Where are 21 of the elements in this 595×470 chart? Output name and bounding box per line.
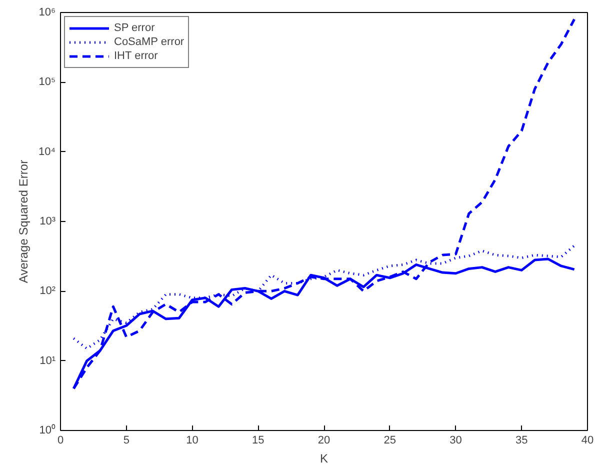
y-tick-label: 10⁵ — [38, 76, 56, 88]
y-tick-label: 10³ — [40, 216, 56, 228]
x-tick-label: 20 — [318, 434, 330, 446]
x-tick-label: 0 — [57, 434, 64, 446]
y-tick-label: 10⁴ — [38, 146, 56, 158]
y-axis-title: Average Squared Error — [16, 160, 31, 284]
x-tick-label: 25 — [384, 434, 396, 446]
y-tick-label: 10¹ — [40, 354, 56, 367]
legend-label: IHT error — [114, 49, 158, 63]
x-axis-title: K — [320, 452, 328, 466]
x-tick-label: 5 — [123, 434, 130, 446]
y-tick-label: 10² — [40, 285, 56, 298]
x-tick-label: 35 — [516, 434, 528, 446]
x-tick-label: 10 — [186, 434, 198, 446]
x-tick-label: 30 — [450, 434, 462, 446]
x-tick-label: 40 — [581, 434, 594, 446]
y-tick-label: 10⁰ — [39, 424, 56, 436]
legend-label: SP error — [114, 21, 155, 35]
x-tick-label: 15 — [252, 434, 264, 446]
y-tick-label: 10⁶ — [38, 6, 56, 18]
legend-label: CoSaMP error — [114, 35, 184, 49]
